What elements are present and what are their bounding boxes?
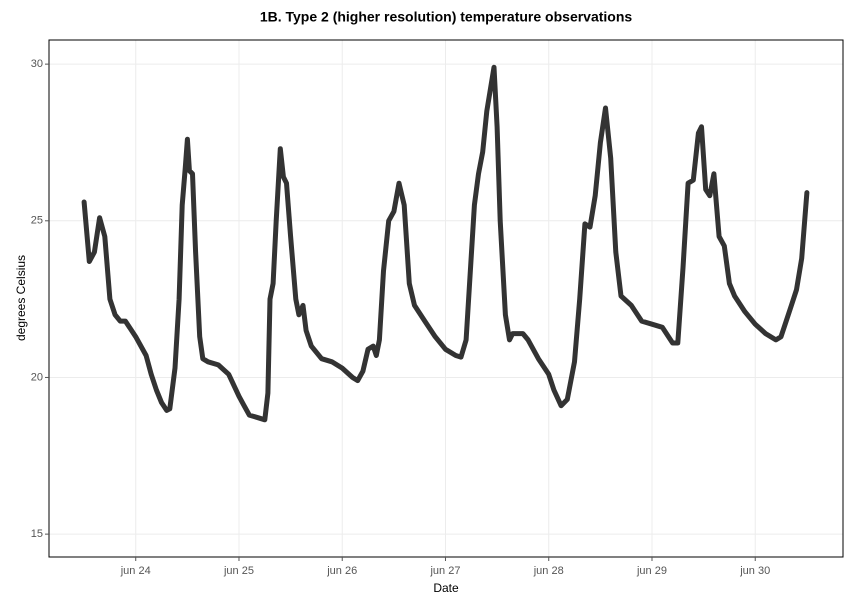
x-axis-label: Date <box>433 581 459 595</box>
x-tick-label: jun 24 <box>120 565 151 577</box>
y-tick-label: 30 <box>31 58 43 70</box>
plot <box>81 64 810 423</box>
x-tick-label: jun 25 <box>223 565 254 577</box>
x-tick-label: jun 29 <box>636 565 667 577</box>
plot-border <box>48 39 844 558</box>
chart-title: 1B. Type 2 (higher resolution) temperatu… <box>260 9 633 25</box>
x-tick-label: jun 28 <box>533 565 564 577</box>
x-tick-label: jun 27 <box>429 565 460 577</box>
y-tick-label: 25 <box>31 215 43 227</box>
x-tick-label: jun 30 <box>739 565 770 577</box>
x-tick-label: jun 26 <box>326 565 357 577</box>
data-line <box>81 64 810 423</box>
y-tick-label: 20 <box>31 371 43 383</box>
y-tick-label: 15 <box>31 528 43 540</box>
y-axis-label: degrees Celsius <box>14 255 28 341</box>
grid <box>49 40 843 557</box>
